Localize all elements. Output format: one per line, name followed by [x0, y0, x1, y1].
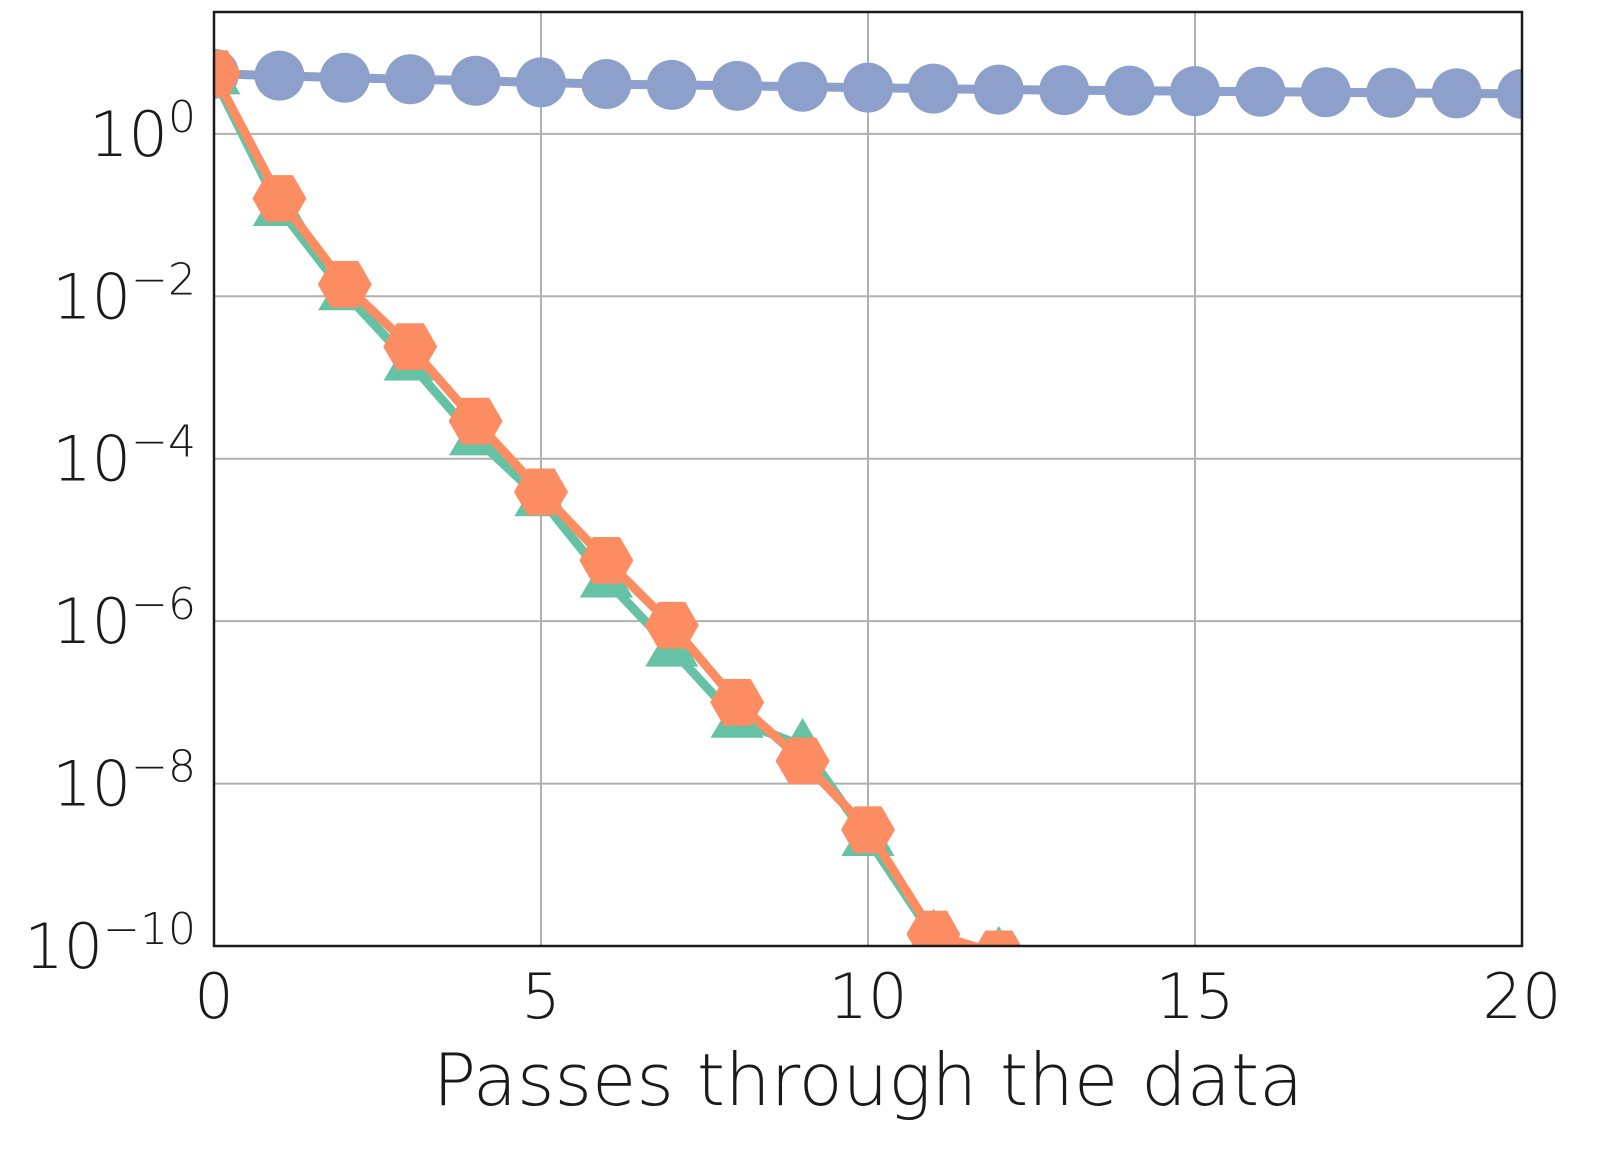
data-point	[450, 55, 501, 106]
data-point	[646, 59, 697, 110]
y-tick-label: 10−10	[24, 904, 196, 983]
data-point	[777, 61, 828, 112]
data-point	[843, 62, 893, 113]
data-point	[254, 50, 305, 101]
data-point	[973, 64, 1024, 115]
series-circle	[214, 48, 1522, 119]
data-point	[906, 910, 961, 946]
data-point	[1235, 66, 1286, 117]
data-point	[516, 57, 566, 108]
y-tick-label: 10−4	[52, 417, 196, 496]
data-point	[1104, 65, 1155, 116]
data-point	[385, 54, 436, 105]
x-tick-labels: 0 5 10 15 20	[194, 960, 1561, 1033]
data-point	[712, 60, 763, 111]
data-point	[448, 397, 503, 445]
x-tick-label: 0	[194, 960, 233, 1033]
data-point	[1039, 65, 1090, 116]
data-point	[581, 59, 632, 110]
data-point	[1431, 68, 1482, 119]
y-tick-labels: 100 10−2 10−4 10−6 10−8 10−10	[24, 92, 196, 983]
data-point	[775, 737, 830, 785]
x-tick-label: 15	[1156, 960, 1235, 1033]
x-axis-title: Passes through the data	[433, 1038, 1304, 1122]
series-triangle	[214, 49, 1011, 946]
data-point	[976, 930, 1022, 946]
series-layer	[214, 48, 1522, 946]
data-point	[908, 63, 959, 114]
data-point	[1170, 66, 1220, 117]
y-tick-label: 100	[89, 92, 196, 171]
data-point	[319, 52, 370, 103]
x-tick-label: 20	[1483, 960, 1562, 1033]
data-point	[841, 806, 895, 854]
x-tick-label: 10	[829, 960, 908, 1033]
y-tick-label: 10−8	[52, 742, 196, 821]
grid-lines	[214, 12, 1522, 946]
y-tick-label: 10−2	[52, 254, 196, 333]
data-point	[514, 468, 568, 516]
y-tick-label: 10−6	[52, 579, 196, 658]
data-point	[1366, 67, 1417, 118]
data-point	[252, 175, 307, 222]
data-point	[710, 679, 765, 726]
plot-frame	[212, 10, 1524, 948]
series-hexagon	[214, 50, 1022, 946]
data-point	[579, 537, 634, 584]
data-point	[383, 323, 438, 370]
data-point	[1300, 67, 1351, 118]
data-point	[1497, 68, 1522, 119]
data-point	[644, 601, 699, 649]
data-point	[214, 50, 241, 98]
data-point	[317, 261, 372, 308]
x-tick-label: 5	[521, 960, 560, 1033]
